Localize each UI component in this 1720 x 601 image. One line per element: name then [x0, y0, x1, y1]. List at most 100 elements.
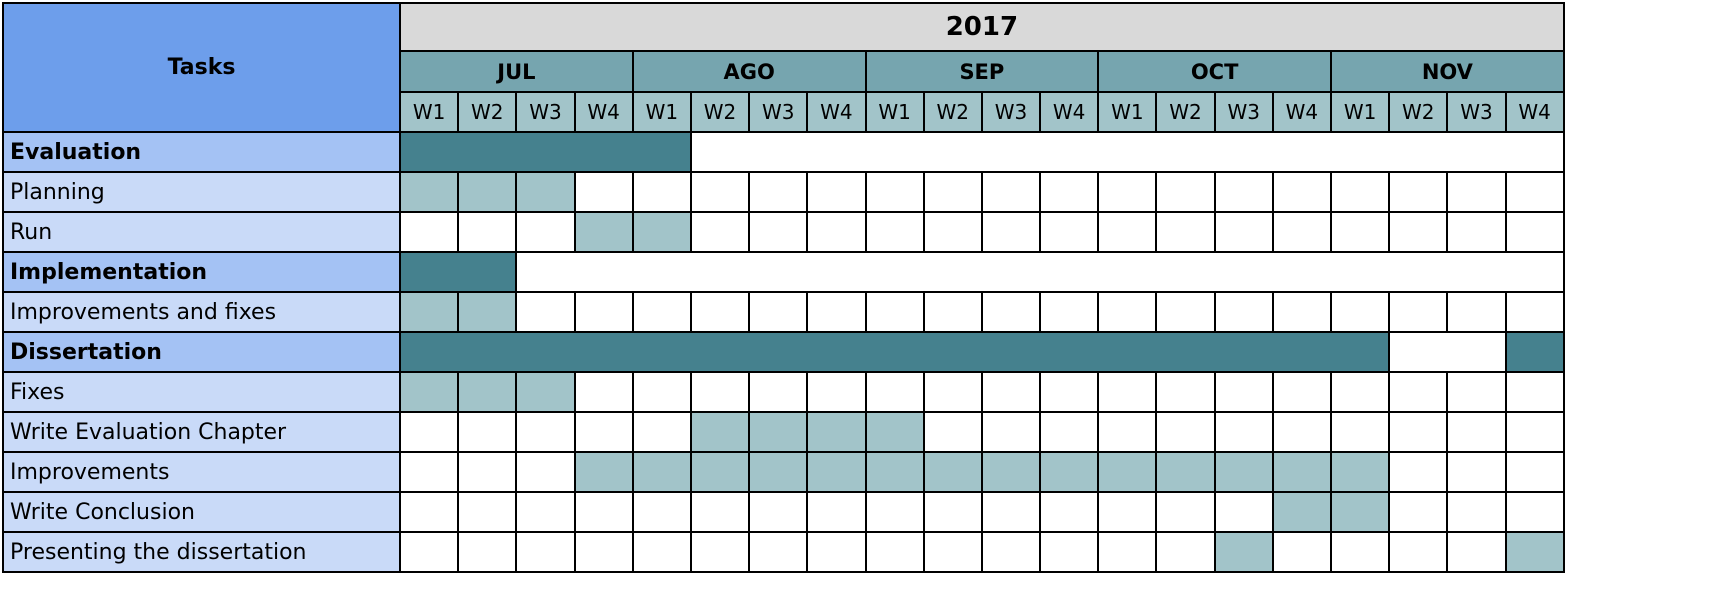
gantt-cell — [1388, 451, 1449, 493]
gantt-cell — [1446, 211, 1507, 253]
gantt-cell — [1213, 291, 1274, 333]
week-header-ago-w2: W2 — [689, 91, 751, 133]
tasks-header: Tasks — [2, 2, 401, 133]
week-header-nov-w2: W2 — [1388, 91, 1449, 133]
gantt-cell — [398, 211, 460, 253]
gantt-cell — [1097, 411, 1158, 453]
gantt-cell — [1039, 371, 1100, 413]
gantt-cell — [922, 491, 983, 533]
gantt-cell — [573, 411, 634, 453]
week-header-jul-w4: W4 — [573, 91, 634, 133]
gantt-cell — [631, 371, 692, 413]
gantt-active-cell — [1097, 451, 1158, 493]
week-header-oct-w2: W2 — [1155, 91, 1216, 133]
gantt-cell — [980, 491, 1042, 533]
gantt-cell — [1039, 171, 1100, 213]
task-row: Presenting the dissertation — [2, 531, 1565, 573]
gantt-cell — [398, 531, 460, 573]
gantt-cell — [1388, 491, 1449, 533]
gantt-cell — [1213, 371, 1274, 413]
gantt-cell — [689, 171, 751, 213]
gantt-cell — [922, 291, 983, 333]
gantt-active-cell — [631, 211, 692, 253]
gantt-cell — [1213, 211, 1274, 253]
gantt-cell — [980, 171, 1042, 213]
gantt-cell — [1097, 291, 1158, 333]
gantt-cell — [689, 531, 751, 573]
gantt-cell — [1097, 211, 1158, 253]
gantt-cell — [1039, 211, 1100, 253]
gantt-cell — [457, 531, 518, 573]
gantt-cell — [748, 291, 809, 333]
gantt-cell — [1388, 411, 1449, 453]
gantt-active-cell — [515, 371, 576, 413]
gantt-cell — [922, 531, 983, 573]
gantt-active-cell — [457, 291, 518, 333]
task-label: Improvements and fixes — [2, 291, 401, 333]
gantt-cell — [398, 411, 460, 453]
month-header-nov: NOV — [1330, 50, 1565, 93]
gantt-cell — [573, 531, 634, 573]
gantt-active-cell — [1329, 451, 1391, 493]
gantt-cell — [806, 371, 867, 413]
gantt-active-cell — [864, 451, 925, 493]
gantt-cell — [1329, 531, 1391, 573]
gantt-cell — [1155, 491, 1216, 533]
gantt-group-bar — [398, 251, 518, 293]
gantt-cell — [748, 491, 809, 533]
task-row: Fixes — [2, 371, 1565, 413]
week-header-sep-w1: W1 — [864, 91, 925, 133]
gantt-cell — [1039, 491, 1100, 533]
gantt-cell — [573, 171, 634, 213]
week-header-sep-w2: W2 — [922, 91, 983, 133]
gantt-cell — [1271, 211, 1333, 253]
gantt-cell — [1155, 171, 1216, 213]
week-header-ago-w4: W4 — [806, 91, 867, 133]
task-row: Improvements — [2, 451, 1565, 493]
gantt-active-cell — [398, 371, 460, 413]
gantt-cell — [515, 291, 576, 333]
gantt-active-cell — [806, 451, 867, 493]
gantt-active-cell — [398, 291, 460, 333]
gantt-cell — [1097, 491, 1158, 533]
gantt-cell — [1329, 411, 1391, 453]
gantt-empty-span — [1388, 331, 1507, 373]
gantt-active-cell — [689, 451, 751, 493]
task-label: Presenting the dissertation — [2, 531, 401, 573]
gantt-group-bar — [399, 131, 692, 173]
task-label: Improvements — [2, 451, 401, 493]
gantt-cell — [689, 491, 751, 533]
gantt-cell — [689, 371, 751, 413]
gantt-cell — [864, 171, 925, 213]
gantt-cell — [1329, 371, 1391, 413]
week-header-jul-w3: W3 — [515, 91, 576, 133]
task-group-row: Dissertation — [2, 331, 1565, 373]
gantt-cell — [980, 291, 1042, 333]
gantt-active-cell — [864, 411, 925, 453]
task-label: Fixes — [2, 371, 401, 413]
week-header-sep-w3: W3 — [980, 91, 1042, 133]
gantt-cell — [1329, 291, 1391, 333]
gantt-cell — [631, 411, 692, 453]
week-header-oct-w3: W3 — [1213, 91, 1274, 133]
gantt-empty-span — [689, 131, 1565, 173]
gantt-cell — [980, 211, 1042, 253]
gantt-active-cell — [922, 451, 983, 493]
task-row: Run — [2, 211, 1565, 253]
gantt-cell — [1329, 171, 1391, 213]
gantt-cell — [748, 171, 809, 213]
task-label: Write Evaluation Chapter — [2, 411, 401, 453]
gantt-cell — [1504, 171, 1565, 213]
gantt-cell — [1446, 491, 1507, 533]
gantt-cell — [1446, 171, 1507, 213]
gantt-cell — [457, 491, 518, 533]
gantt-cell — [864, 531, 925, 573]
gantt-cell — [748, 531, 809, 573]
month-header-sep: SEP — [864, 50, 1100, 93]
task-label: Write Conclusion — [2, 491, 401, 533]
gantt-cell — [631, 291, 692, 333]
week-header-oct-w4: W4 — [1271, 91, 1333, 133]
gantt-cell — [1504, 371, 1565, 413]
gantt-cell — [922, 371, 983, 413]
gantt-active-cell — [1213, 531, 1274, 573]
